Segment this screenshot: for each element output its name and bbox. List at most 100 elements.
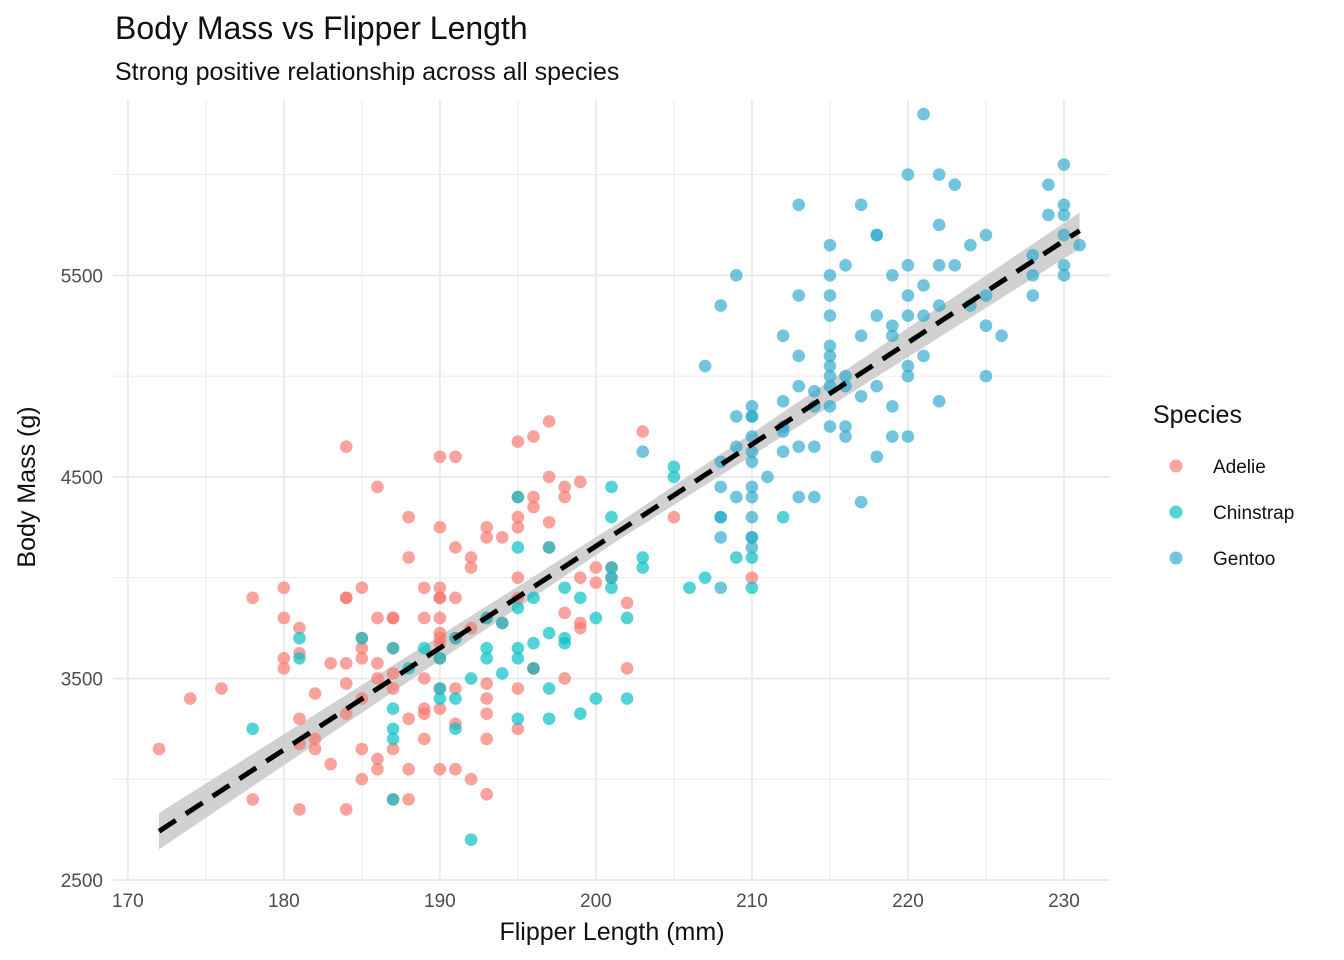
data-point-chinstrap <box>495 667 509 680</box>
chart-subtitle: Strong positive relationship across all … <box>115 58 620 86</box>
data-point-adelie <box>386 667 400 680</box>
data-point-gentoo <box>839 430 852 443</box>
data-point-adelie <box>371 611 384 625</box>
data-point-adelie <box>433 520 447 534</box>
data-point-gentoo <box>932 258 946 272</box>
data-point-gentoo <box>1026 289 1040 302</box>
trend-line <box>157 228 1081 834</box>
data-point-gentoo <box>870 450 884 464</box>
data-point-gentoo <box>823 349 837 363</box>
data-point-chinstrap <box>683 581 696 595</box>
data-point-adelie <box>480 692 493 705</box>
data-point-chinstrap <box>573 707 587 721</box>
data-point-chinstrap <box>464 672 478 685</box>
data-point-chinstrap <box>542 712 556 726</box>
data-point-gentoo <box>1057 269 1071 282</box>
data-point-adelie <box>417 732 431 746</box>
data-point-adelie <box>402 510 415 524</box>
data-point-adelie <box>495 531 509 544</box>
data-point-adelie <box>433 591 447 605</box>
data-point-adelie <box>339 657 353 670</box>
data-point-chinstrap <box>293 631 306 645</box>
data-point-adelie <box>558 606 571 620</box>
data-point-gentoo <box>808 384 821 398</box>
regression-line <box>157 228 1081 834</box>
data-point-gentoo <box>979 228 993 242</box>
data-point-adelie <box>402 551 415 564</box>
data-point-adelie <box>542 515 556 529</box>
data-point-adelie <box>480 531 493 544</box>
data-point-gentoo <box>714 510 728 524</box>
data-point-gentoo <box>823 269 837 282</box>
data-point-adelie <box>246 591 259 605</box>
data-point-adelie <box>355 641 369 655</box>
data-point-adelie <box>355 651 369 665</box>
data-point-gentoo <box>948 258 962 272</box>
data-point-adelie <box>324 657 337 670</box>
data-point-gentoo <box>730 269 743 282</box>
data-point-adelie <box>542 470 556 484</box>
data-point-gentoo <box>901 430 915 443</box>
data-point-adelie <box>620 596 634 610</box>
data-point-gentoo <box>901 309 915 322</box>
data-point-chinstrap <box>511 601 525 615</box>
data-point-adelie <box>277 651 291 665</box>
data-point-gentoo <box>776 445 790 459</box>
data-point-chinstrap <box>589 611 603 625</box>
data-point-chinstrap <box>480 641 493 655</box>
data-point-gentoo <box>823 289 837 302</box>
y-tick-label: 2500 <box>61 871 103 892</box>
data-point-adelie <box>573 621 587 635</box>
data-point-chinstrap <box>667 470 681 484</box>
data-point-chinstrap <box>386 702 400 715</box>
data-point-gentoo <box>1057 228 1071 242</box>
data-point-chinstrap <box>495 616 509 630</box>
data-point-adelie <box>308 732 322 746</box>
data-point-gentoo <box>979 319 993 333</box>
data-point-chinstrap <box>527 662 540 675</box>
legend-key-chinstrap <box>1169 505 1183 519</box>
data-point-gentoo <box>901 258 915 272</box>
data-point-adelie <box>558 672 571 685</box>
data-point-gentoo <box>854 198 868 212</box>
data-point-adelie <box>152 742 166 756</box>
data-point-adelie <box>402 793 415 806</box>
data-point-chinstrap <box>636 561 650 574</box>
data-point-adelie <box>573 571 587 584</box>
data-point-adelie <box>355 581 369 595</box>
data-point-gentoo <box>854 329 868 343</box>
data-point-chinstrap <box>433 692 447 705</box>
data-point-adelie <box>511 571 525 584</box>
data-point-adelie <box>277 611 291 625</box>
data-point-adelie <box>589 576 603 590</box>
data-point-chinstrap <box>745 551 759 564</box>
data-point-chinstrap <box>449 722 462 736</box>
data-point-gentoo <box>745 445 759 459</box>
data-point-chinstrap <box>355 631 369 645</box>
data-point-adelie <box>433 450 447 464</box>
legend-title: Species <box>1153 401 1242 429</box>
data-point-adelie <box>449 450 462 464</box>
data-point-adelie <box>183 692 197 705</box>
data-point-gentoo <box>901 168 915 181</box>
data-point-adelie <box>417 672 431 685</box>
data-point-chinstrap <box>386 793 400 806</box>
data-point-gentoo <box>932 218 946 232</box>
data-point-chinstrap <box>620 611 634 625</box>
data-point-chinstrap <box>620 692 634 705</box>
data-point-chinstrap <box>667 460 681 474</box>
data-point-gentoo <box>823 369 837 383</box>
data-point-adelie <box>558 490 571 504</box>
chart-title: Body Mass vs Flipper Length <box>115 10 528 46</box>
data-point-gentoo <box>698 359 712 373</box>
data-point-chinstrap <box>246 722 259 736</box>
data-point-gentoo <box>792 490 806 504</box>
data-point-chinstrap <box>449 692 462 705</box>
x-tick-label: 170 <box>112 891 144 912</box>
data-point-gentoo <box>823 238 837 252</box>
data-point-chinstrap <box>605 480 618 494</box>
data-point-adelie <box>339 803 353 816</box>
data-point-adelie <box>386 611 400 625</box>
data-point-gentoo <box>870 228 884 242</box>
data-point-adelie <box>449 682 462 695</box>
